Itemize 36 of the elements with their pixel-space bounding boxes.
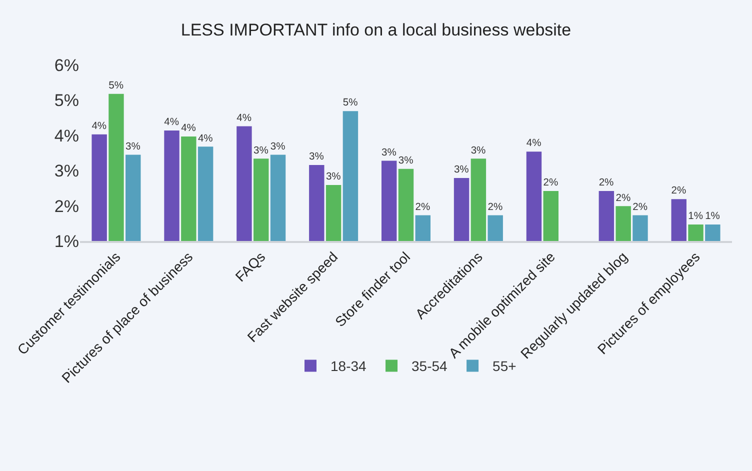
chart-title: LESS IMPORTANT info on a local business website xyxy=(180,20,572,40)
data-label: 2% xyxy=(616,192,631,204)
data-label: 3% xyxy=(382,147,396,158)
legend-label: 35-54 xyxy=(412,358,448,374)
data-label: 4% xyxy=(181,123,196,134)
y-tick-label: 4% xyxy=(54,126,79,146)
data-label: 2% xyxy=(671,186,686,197)
data-label: 3% xyxy=(326,172,341,183)
data-label: 5% xyxy=(108,80,124,92)
y-tick-label: 6% xyxy=(54,56,79,75)
data-label: 2% xyxy=(632,202,648,213)
data-label: 3% xyxy=(309,152,324,163)
y-tick-label: 5% xyxy=(54,91,79,110)
data-label: 4% xyxy=(164,117,180,128)
data-label: 3% xyxy=(398,155,414,166)
data-label: 3% xyxy=(126,141,140,152)
legend-label: 18-34 xyxy=(330,358,367,374)
data-label: 3% xyxy=(254,145,268,156)
data-label: 2% xyxy=(415,202,430,213)
data-label: 4% xyxy=(198,133,213,144)
data-label: 1% xyxy=(688,211,704,222)
legend-label: 55+ xyxy=(492,358,516,374)
data-label: 4% xyxy=(526,138,542,150)
data-label: 4% xyxy=(92,120,107,132)
data-label: 5% xyxy=(342,98,358,109)
data-label: 3% xyxy=(470,145,486,156)
data-label: 3% xyxy=(454,164,469,176)
y-tick-label: 3% xyxy=(54,162,79,181)
y-tick-label: 2% xyxy=(54,196,79,216)
y-tick-label: 1% xyxy=(54,232,79,251)
data-label: 2% xyxy=(598,178,614,189)
data-label: 1% xyxy=(705,211,720,222)
data-label: 3% xyxy=(270,141,286,152)
data-label: 2% xyxy=(488,202,503,213)
data-label: 2% xyxy=(543,178,558,189)
data-label: 4% xyxy=(236,112,252,124)
